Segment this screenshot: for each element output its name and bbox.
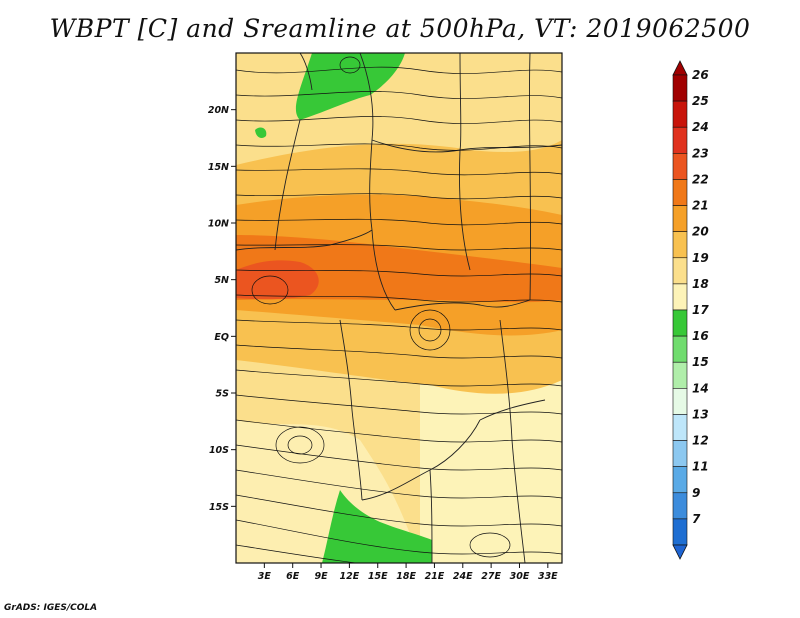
- colorbar-label: 19: [692, 251, 709, 265]
- grads-credit: GrADS: IGES/COLA: [4, 603, 98, 613]
- colorbar-label: 14: [692, 381, 709, 395]
- lon-tick-label: 33E: [538, 571, 558, 582]
- wbpt-field-17-spot: [255, 127, 267, 138]
- lat-tick-label: 10S: [209, 445, 229, 456]
- colorbar-label: 20: [692, 225, 709, 239]
- wbpt-field-23: [236, 260, 319, 300]
- colorbar-swatch: [672, 466, 688, 494]
- colorbar-label: 13: [692, 407, 709, 421]
- colorbar-swatch: [672, 126, 688, 154]
- wbpt-field-18: [420, 380, 562, 563]
- map-plot-area: [236, 53, 562, 563]
- lat-tick-label: EQ: [214, 332, 229, 343]
- lon-tick-label: 18E: [396, 571, 416, 582]
- streamlines: [236, 56, 562, 563]
- lon-tick-label: 15E: [368, 571, 388, 582]
- wbpt-field-17-north: [295, 53, 405, 120]
- colorbar-bottom-arrow: [672, 544, 688, 560]
- colorbar-swatch: [672, 361, 688, 389]
- colorbar-label: 15: [692, 355, 709, 369]
- colorbar-label: 17: [692, 303, 709, 317]
- wbpt-field-17-south: [322, 490, 432, 563]
- lat-tick-label: 5N: [214, 275, 229, 286]
- colorbar-swatch: [672, 283, 688, 311]
- colorbar-label: 11: [692, 460, 709, 474]
- colorbar-swatch: [672, 257, 688, 285]
- colorbar-label: 21: [692, 199, 709, 213]
- latitude-axis: 20N 15N 10N 5N EQ 5S 10S 15S: [208, 105, 236, 513]
- lon-tick-label: 6E: [286, 571, 300, 582]
- lat-tick-label: 15S: [209, 502, 229, 513]
- lat-tick-label: 20N: [208, 105, 229, 116]
- lon-tick-label: 30E: [510, 571, 530, 582]
- lon-tick-label: 27E: [481, 571, 501, 582]
- colorbar-label: 23: [692, 146, 709, 160]
- lon-tick-label: 12E: [340, 571, 360, 582]
- colorbar-swatch: [672, 492, 688, 520]
- colorbar-label: 16: [692, 329, 709, 343]
- lat-tick-label: 5S: [216, 389, 230, 400]
- lon-tick-label: 24E: [453, 571, 473, 582]
- map-title: WBPT [C] and Sreamline at 500hPa, VT: 20…: [49, 14, 751, 43]
- colorbar: 26 25 24 23 22 21 20 19 18 17 16 15 14 13 12 11 9 7: [672, 60, 709, 560]
- colorbar-label: 22: [692, 172, 709, 186]
- colorbar-label: 18: [692, 277, 709, 291]
- lon-tick-label: 21E: [425, 571, 445, 582]
- map-frame: [235, 52, 563, 564]
- lat-tick-label: 15N: [208, 162, 229, 173]
- colorbar-swatch: [672, 179, 688, 206]
- colorbar-swatch: [672, 440, 688, 467]
- colorbar-top-arrow: [672, 60, 688, 76]
- colorbar-swatch: [672, 335, 688, 363]
- colorbar-swatch: [672, 231, 688, 259]
- colorbar-swatch: [672, 74, 688, 102]
- colorbar-swatch: [672, 153, 688, 180]
- lon-tick-label: 9E: [314, 571, 328, 582]
- lat-tick-label: 10N: [208, 219, 229, 230]
- colorbar-swatch: [672, 100, 688, 128]
- colorbar-label: 26: [692, 68, 709, 82]
- colorbar-label: 24: [692, 120, 709, 134]
- colorbar-label: 7: [692, 512, 701, 526]
- colorbar-swatch: [672, 388, 688, 415]
- colorbar-label: 25: [692, 94, 709, 108]
- colorbar-label: 9: [692, 486, 700, 500]
- colorbar-swatch: [672, 414, 688, 441]
- lon-tick-label: 3E: [258, 571, 272, 582]
- colorbar-swatch: [672, 518, 688, 546]
- colorbar-swatch: [672, 205, 688, 232]
- colorbar-label: 12: [692, 434, 709, 448]
- longitude-axis: 3E 6E 9E 12E 15E 18E 21E 24E 27E 30E 33E: [258, 563, 558, 582]
- colorbar-swatch: [672, 309, 688, 337]
- country-boundaries: [236, 53, 562, 563]
